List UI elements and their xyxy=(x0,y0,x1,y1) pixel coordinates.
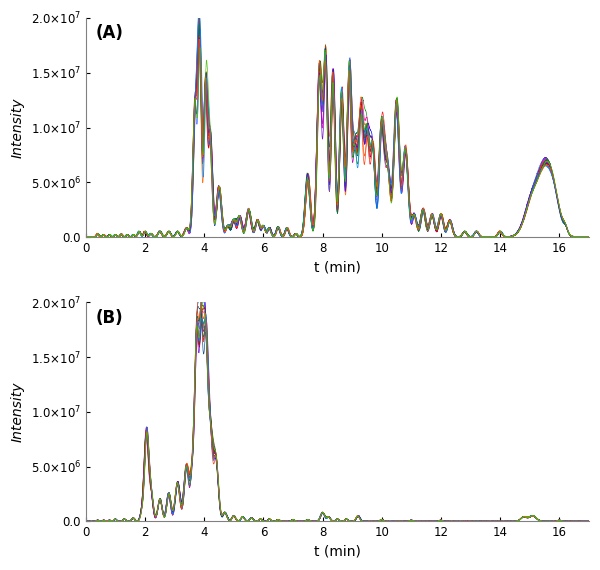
X-axis label: t (min): t (min) xyxy=(314,260,361,275)
Y-axis label: Intensity: Intensity xyxy=(11,97,25,158)
Text: (B): (B) xyxy=(96,309,124,327)
Y-axis label: Intensity: Intensity xyxy=(11,381,25,442)
Text: (A): (A) xyxy=(96,25,124,43)
X-axis label: t (min): t (min) xyxy=(314,545,361,559)
